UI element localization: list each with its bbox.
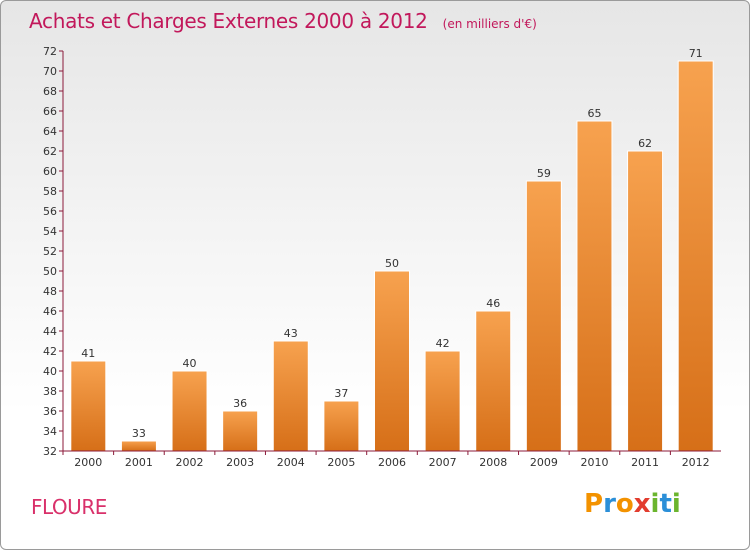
- logo-letter: o: [615, 489, 634, 519]
- chart-title: Achats et Charges Externes 2000 à 2012: [29, 9, 428, 33]
- data-label-2010: 65: [587, 107, 601, 120]
- y-tick-label: 42: [43, 345, 57, 358]
- bar-2001: [120, 440, 157, 452]
- bar-2009: [525, 180, 562, 452]
- x-tick-label: 2002: [176, 456, 204, 469]
- logo-letter: i: [671, 489, 681, 519]
- x-tick-label: 2011: [631, 456, 659, 469]
- y-tick-label: 52: [43, 245, 57, 258]
- bar-2008: [475, 310, 512, 452]
- bar-2003: [222, 410, 259, 452]
- bar-2000: [70, 360, 107, 452]
- y-tick-label: 32: [43, 445, 57, 458]
- x-tick-label: 2000: [74, 456, 102, 469]
- y-tick-label: 60: [43, 165, 57, 178]
- y-tick-label: 62: [43, 145, 57, 158]
- x-tick-label: 2006: [378, 456, 406, 469]
- data-label-2011: 62: [638, 137, 652, 150]
- x-tick-label: 2012: [682, 456, 710, 469]
- chart-unit: (en milliers d'€): [442, 17, 537, 31]
- bar-2002: [171, 370, 208, 452]
- x-tick-label: 2001: [125, 456, 153, 469]
- y-tick-label: 70: [43, 65, 57, 78]
- data-label-2012: 71: [689, 47, 703, 60]
- y-tick-label: 72: [43, 45, 57, 58]
- y-tick-label: 44: [43, 325, 57, 338]
- bars-layer: 41 33 40 36 43 37 50 42 46 59 65 62 71: [70, 47, 714, 452]
- bar-2006: [374, 270, 410, 452]
- data-label-2005: 37: [334, 387, 348, 400]
- bar-2007: [424, 350, 461, 452]
- y-tick-label: 38: [43, 385, 57, 398]
- y-tick-label: 50: [43, 265, 57, 278]
- data-label-2006: 50: [385, 257, 399, 270]
- bar-2005: [323, 400, 360, 452]
- data-label-2004: 43: [284, 327, 298, 340]
- data-label-2001: 33: [132, 427, 146, 440]
- x-tick-label: 2007: [429, 456, 457, 469]
- y-tick-label: 56: [43, 205, 57, 218]
- axis-layer: 2000 2001 2002 2003 2004 2005 2006 2007 2008 2009…: [43, 45, 721, 469]
- x-tick-label: 2004: [277, 456, 305, 469]
- y-tick-label: 54: [43, 225, 57, 238]
- data-label-2003: 36: [233, 397, 247, 410]
- data-label-2008: 46: [486, 297, 500, 310]
- x-tick-label: 2010: [580, 456, 608, 469]
- y-tick-label: 46: [43, 305, 57, 318]
- proxiti-logo: Proxiti: [584, 489, 681, 519]
- title-row: Achats et Charges Externes 2000 à 2012 (…: [29, 9, 537, 33]
- town-name: FLOURE: [31, 495, 107, 519]
- y-tick-label: 48: [43, 285, 57, 298]
- y-tick-label: 64: [43, 125, 57, 138]
- y-tick-label: 40: [43, 365, 57, 378]
- logo-letter: x: [633, 489, 651, 519]
- bar-2010: [576, 120, 613, 452]
- x-tick-label: 2009: [530, 456, 558, 469]
- data-label-2007: 42: [436, 337, 450, 350]
- x-tick-label: 2008: [479, 456, 507, 469]
- y-tick-label: 36: [43, 405, 57, 418]
- y-tick-label: 58: [43, 185, 57, 198]
- logo-letter: P: [584, 489, 604, 519]
- logo-letter: i: [650, 489, 660, 519]
- y-tick-label: 34: [43, 425, 57, 438]
- y-tick-label: 66: [43, 105, 57, 118]
- x-tick-label: 2003: [226, 456, 254, 469]
- bar-2004: [272, 340, 309, 452]
- y-tick-label: 68: [43, 85, 57, 98]
- bar-2011: [627, 150, 664, 452]
- logo-letter: r: [603, 489, 616, 519]
- data-label-2000: 41: [81, 347, 95, 360]
- x-tick-label: 2005: [327, 456, 355, 469]
- data-label-2009: 59: [537, 167, 551, 180]
- logo-letter: t: [659, 489, 672, 519]
- data-label-2002: 40: [183, 357, 197, 370]
- bar-2012: [677, 60, 714, 452]
